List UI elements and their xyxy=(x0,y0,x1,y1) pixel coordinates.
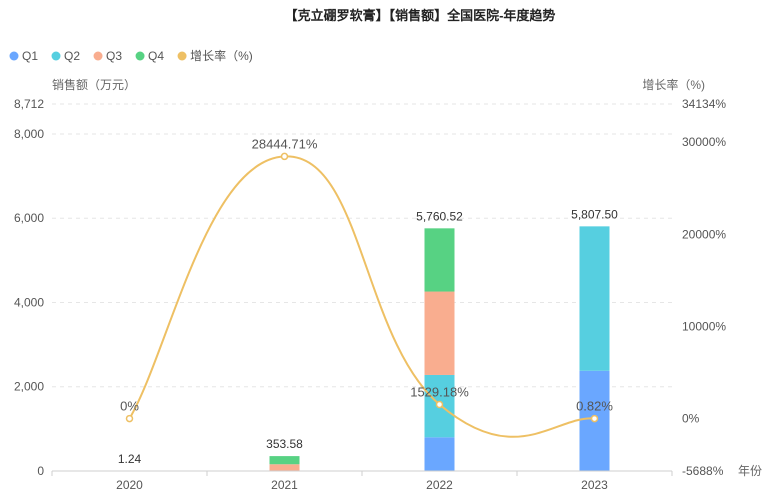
x-tick-label: 2023 xyxy=(581,478,608,492)
y-tick-label: 2,000 xyxy=(14,380,44,394)
legend-label-Q3: Q3 xyxy=(106,49,122,63)
legend-label-Q2: Q2 xyxy=(64,49,80,63)
growth-label-2021: 28444.71% xyxy=(252,136,318,151)
bars xyxy=(114,226,610,471)
y2-tick-label: 20000% xyxy=(682,227,726,241)
legend-marker-Q1 xyxy=(9,51,19,61)
total-label-2022: 5,760.52 xyxy=(416,209,463,223)
y-tick-label: 8,000 xyxy=(14,127,44,141)
total-label-2021: 353.58 xyxy=(266,437,303,451)
legend-marker-Q4 xyxy=(135,51,145,61)
legend-label-Q4: Q4 xyxy=(148,49,164,63)
grid xyxy=(52,103,672,388)
legend: Q1 Q2 Q3 Q4 增长率（%) xyxy=(9,48,253,63)
y2-axis-ticks: 34134% 30000% 20000% 10000% 0% -5688% xyxy=(682,97,726,478)
growth-line: 0% 28444.71% 1529.18% 0.82% xyxy=(120,136,613,438)
growth-line-path xyxy=(128,155,595,438)
bar-Q1-2022 xyxy=(424,437,455,471)
total-labels: 1.24 353.58 5,760.52 5,807.50 xyxy=(118,207,618,466)
x-axis: 2020 2021 2022 2023 xyxy=(51,470,673,492)
growth-label-2023: 0.82% xyxy=(576,399,613,414)
bar-Q3-2021 xyxy=(269,464,300,471)
bar-Q4-2021 xyxy=(269,456,300,465)
y2-tick-label: 0% xyxy=(682,412,700,426)
growth-point-2021 xyxy=(280,152,289,161)
x-axis-title: 年份 xyxy=(738,464,762,478)
bar-Q4-2022 xyxy=(424,228,455,292)
y2-axis-title: 增长率（%) xyxy=(642,77,705,92)
x-tick-label: 2022 xyxy=(426,478,453,492)
legend-label-Q1: Q1 xyxy=(22,49,38,63)
bar-Q2-2023 xyxy=(579,226,610,371)
growth-point-2023 xyxy=(590,414,599,423)
x-tick-label: 2021 xyxy=(271,478,298,492)
total-label-2020: 1.24 xyxy=(118,452,142,466)
legend-marker-Q3 xyxy=(93,51,103,61)
y2-tick-label: 34134% xyxy=(682,97,726,111)
growth-label-2020: 0% xyxy=(120,399,139,414)
y-tick-label: 0 xyxy=(37,464,44,478)
y2-tick-label: -5688% xyxy=(682,464,724,478)
y-axis-ticks: 8,712 8,000 6,000 4,000 2,000 0 xyxy=(14,97,44,478)
legend-label-增长率（%): 增长率（%) xyxy=(190,48,253,63)
legend-marker-增长率（%) xyxy=(177,51,187,61)
total-label-2023: 5,807.50 xyxy=(571,207,618,221)
y-axis-title: 销售额（万元） xyxy=(52,77,136,92)
legend-marker-Q2 xyxy=(51,51,61,61)
x-tick-label: 2020 xyxy=(116,478,143,492)
growth-point-2020 xyxy=(125,414,134,423)
growth-point-2022 xyxy=(435,400,444,409)
growth-label-2022: 1529.18% xyxy=(410,384,469,399)
y2-tick-label: 30000% xyxy=(682,135,726,149)
y2-tick-label: 10000% xyxy=(682,319,726,333)
y-tick-label: 6,000 xyxy=(14,211,44,225)
y-tick-label: 4,000 xyxy=(14,295,44,309)
y-tick-label: 8,712 xyxy=(14,97,44,111)
chart-title: 【克立硼罗软膏】【销售额】全国医院-年度趋势 xyxy=(285,8,556,23)
bar-Q3-2022 xyxy=(424,291,455,375)
